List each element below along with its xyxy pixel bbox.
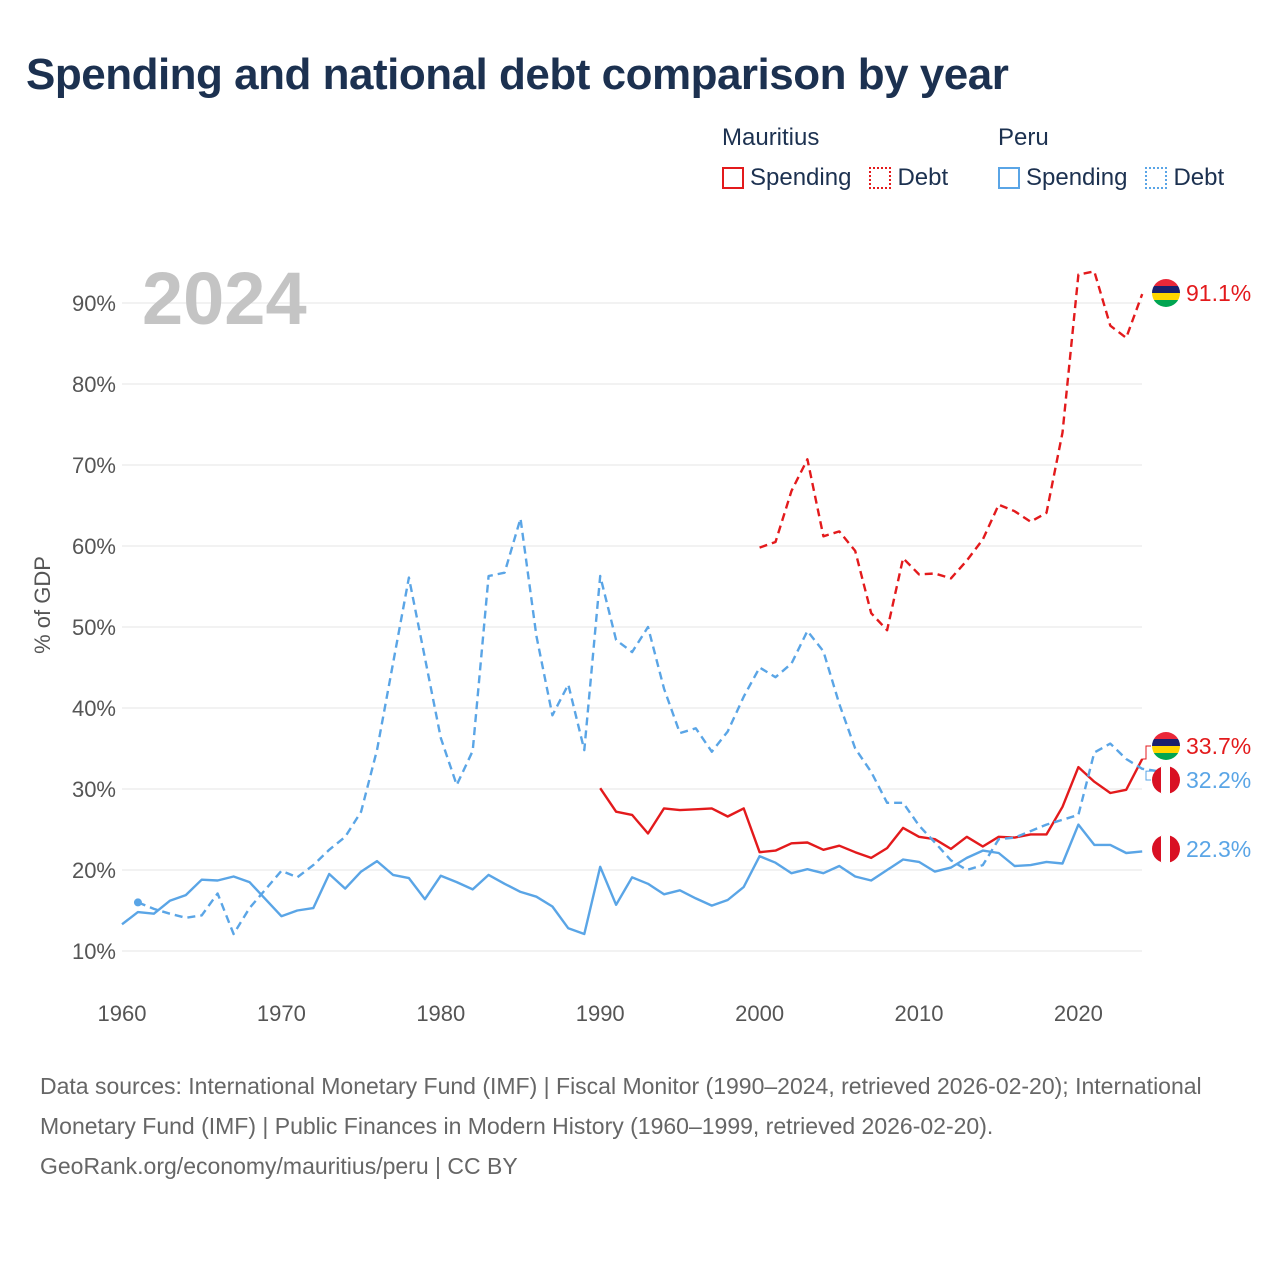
x-tick-label: 1960 [98,1001,147,1026]
legend-item-label: Spending [750,164,852,191]
legend-swatch-solid [722,167,744,189]
x-tick-label: 1980 [416,1001,465,1026]
mauritius-flag-icon [1152,732,1180,760]
legend-item-peru-spending[interactable]: Spending [998,164,1127,192]
y-tick-label: 90% [72,291,116,316]
gridlines [122,302,1142,952]
mauritius-debt-end-label: 91.1% [1186,280,1251,306]
legend-peru: Peru Spending Debt [998,124,1224,192]
y-tick-label: 10% [72,939,116,964]
x-tick-label: 1970 [257,1001,306,1026]
y-tick-label: 80% [72,372,116,397]
chart-title: Spending and national debt comparison by… [26,50,1009,99]
y-tick-label: 70% [72,453,116,478]
legend-item-mauritius-debt[interactable]: Debt [869,164,948,192]
legend-swatch-dotted [1145,167,1168,189]
y-tick-label: 40% [72,696,116,721]
y-tick-label: 20% [72,858,116,883]
peru-debt-leader [1145,770,1159,781]
mauritius-spending-end-label: 33.7% [1186,733,1251,759]
legend-swatch-solid [998,167,1020,189]
peru-flag-icon [1152,835,1180,863]
legend-item-label: Debt [897,164,949,191]
legend-mauritius: Mauritius Spending Debt [722,124,966,192]
y-axis-label: % of GDP [30,556,55,654]
x-tick-label: 2020 [1054,1001,1103,1026]
y-tick-label: 60% [72,534,116,559]
peru-debt-line [137,517,1159,936]
footer: Data sources: International Monetary Fun… [40,1066,1240,1186]
legend-country-label: Peru [998,124,1049,151]
peru-flag-icon [1152,766,1180,794]
legend-item-peru-debt[interactable]: Debt [1145,164,1224,192]
data-sources: Data sources: International Monetary Fun… [40,1073,1202,1139]
current-year-label: 2024 [142,257,307,340]
x-tick-label: 2010 [895,1001,944,1026]
y-tick-label: 50% [72,615,116,640]
end-labels: 33.7% 91.1% 22.3% 32.2% [1142,280,1251,862]
mauritius-spending-line [599,758,1144,860]
legend-item-mauritius-spending[interactable]: Spending [722,164,851,192]
mauritius-flag-icon [1152,279,1180,307]
x-tick-label: 1990 [576,1001,625,1026]
mauritius-spending-leader [1142,745,1151,760]
peru-spending-end-label: 22.3% [1186,836,1251,862]
legend-item-label: Spending [1026,164,1128,191]
mauritius-debt-line [759,270,1144,632]
legend-item-label: Debt [1173,164,1225,191]
credit-link[interactable]: GeoRank.org/economy/mauritius/peru | CC … [40,1153,518,1179]
y-tick-label: 30% [72,777,116,802]
line-chart: 10% 20% 30% 40% 50% 60% 70% 80% 90% 1960 1970 1980… [30,257,1251,1026]
x-tick-label: 2000 [735,1001,784,1026]
legend-swatch-dotted [869,167,892,189]
peru-debt-start-marker [133,898,142,907]
x-axis: 1960 1970 1980 1990 2000 2010 2020 [98,1001,1103,1026]
peru-debt-end-label: 32.2% [1186,767,1251,793]
series-lines [121,270,1159,936]
y-axis: 10% 20% 30% 40% 50% 60% 70% 80% 90% [72,291,116,964]
peru-spending-line [121,823,1143,936]
legend-country-label: Mauritius [722,124,820,151]
